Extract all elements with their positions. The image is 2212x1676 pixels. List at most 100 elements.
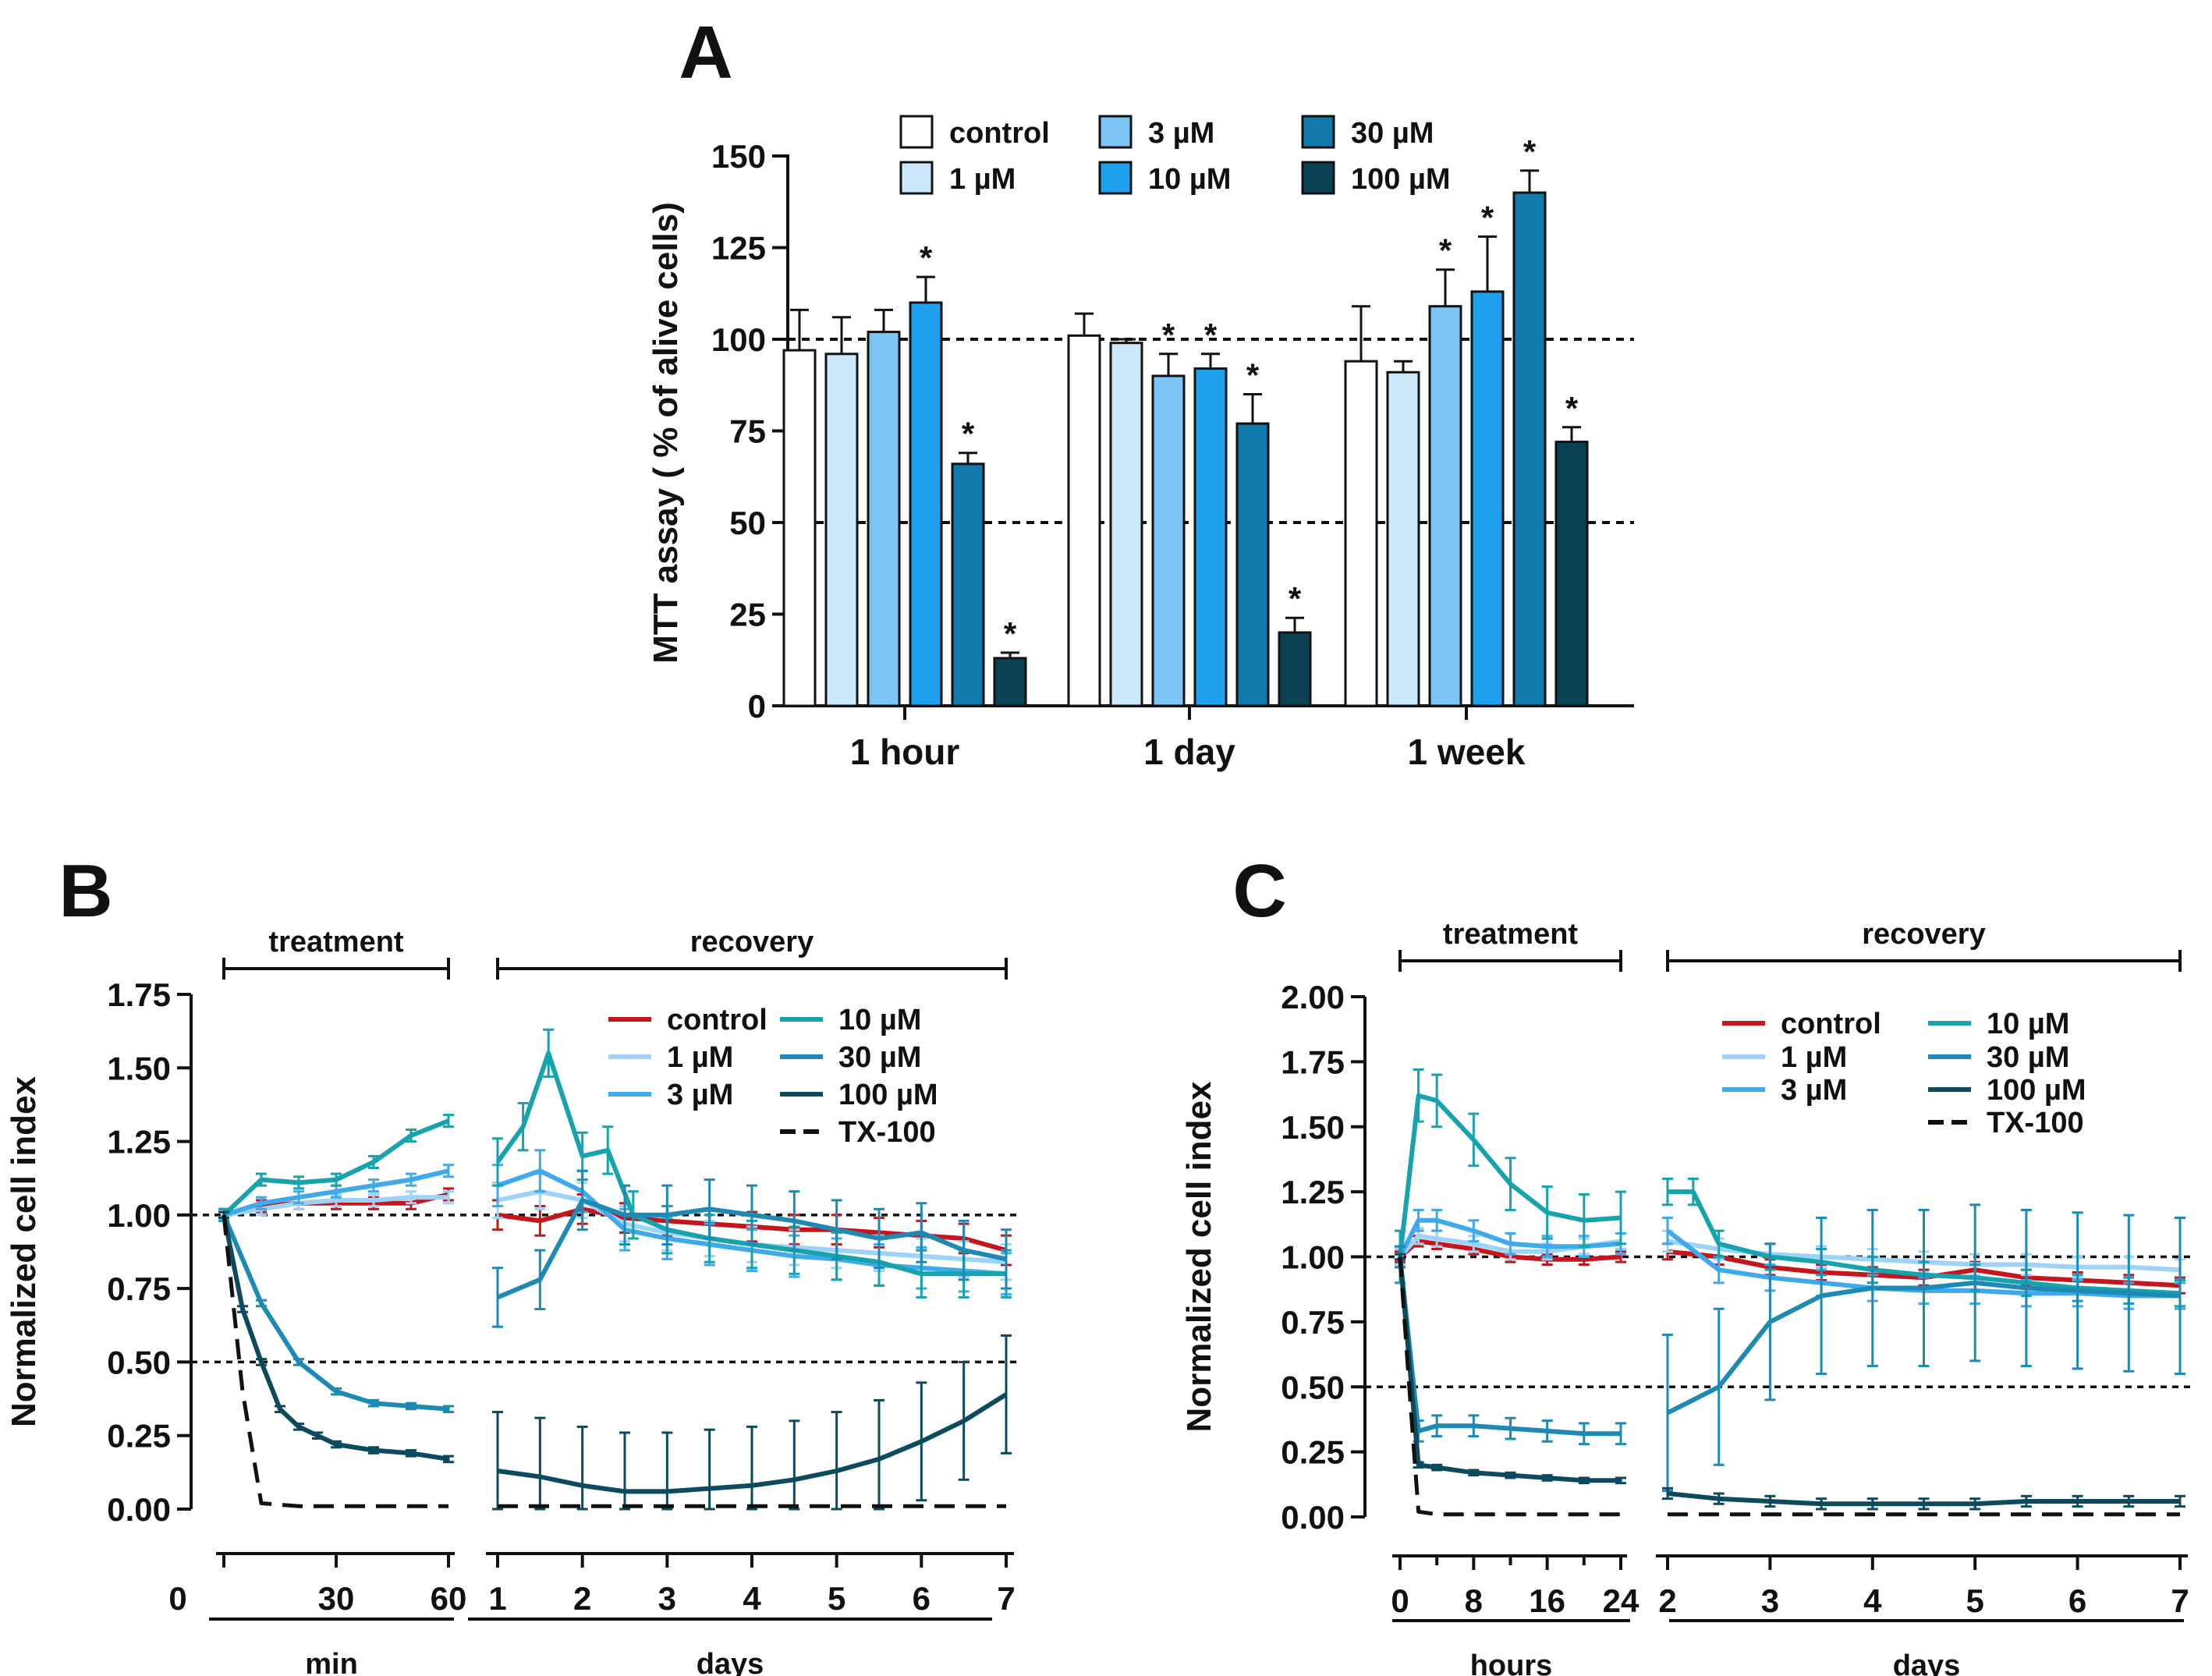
x-axis-label: min [305, 1648, 358, 1676]
legend-label: 30 µM [838, 1041, 921, 1074]
x-tick-label: 24 [1603, 1582, 1640, 1619]
y-tick-label: 0.75 [107, 1270, 171, 1307]
legend-label: TX-100 [838, 1116, 936, 1149]
x-tick-label: 7 [2171, 1582, 2189, 1619]
series-line [222, 1214, 449, 1462]
series-line [222, 1214, 449, 1412]
y-tick-label: 0.50 [1281, 1369, 1345, 1405]
significance-star: * [920, 239, 933, 276]
significance-star: * [1162, 317, 1175, 353]
panel-label-c: C [1232, 849, 1286, 933]
legend-label: 3 µM [1781, 1074, 1847, 1107]
significance-star: * [1565, 390, 1579, 427]
y-tick-label: 2.00 [1281, 979, 1345, 1015]
panel-a: A 0 25 50 75 100 125 150 MTT assay ( % of alive … [647, 11, 1634, 772]
significance-star: * [962, 416, 975, 452]
y-tick-label: 1.75 [107, 976, 171, 1013]
x-tick-label: 16 [1529, 1582, 1565, 1619]
bar [824, 353, 859, 707]
y-axis-label: Normalized cell index [5, 1076, 43, 1427]
series-line [1398, 1093, 1622, 1257]
y-tick-label: 0.00 [1281, 1499, 1345, 1536]
y-tick-label: 75 [729, 413, 766, 450]
phase-label: treatment [1443, 918, 1578, 951]
phase-label: recovery [690, 926, 814, 958]
x-tick-label: 7 [997, 1580, 1015, 1617]
phase-label: treatment [268, 926, 403, 958]
legend-swatch [1301, 161, 1335, 195]
bar [1109, 342, 1143, 707]
legend-swatch [1098, 115, 1133, 149]
y-tick-label: 0.00 [107, 1491, 171, 1528]
x-tick-label: 1 hour [850, 732, 960, 772]
bar [782, 349, 817, 707]
y-tick-label: 0.50 [107, 1344, 171, 1380]
x-tick-label: 5 [1966, 1582, 1984, 1619]
y-tick-label: 50 [729, 505, 766, 541]
significance-star: * [1204, 317, 1218, 353]
legend-swatch [1301, 115, 1335, 149]
legend-label: 10 µM [1987, 1008, 2069, 1040]
x-tick-label: 0 [1391, 1582, 1409, 1619]
bar [1344, 360, 1378, 707]
x-tick-label: 0 [168, 1580, 186, 1617]
legend-swatch [899, 161, 934, 195]
legend-label: 1 µM [1781, 1041, 1847, 1074]
x-tick-label: 4 [1863, 1582, 1882, 1619]
panel-label-a: A [679, 11, 732, 94]
y-tick-label: 1.00 [1281, 1239, 1345, 1276]
y-tick-label: 125 [711, 230, 766, 267]
significance-star: * [1246, 357, 1260, 394]
legend-swatch [899, 115, 934, 149]
significance-star: * [1439, 232, 1452, 269]
series-line [1398, 1256, 1621, 1437]
y-tick-label: 25 [729, 597, 766, 633]
y-tick-label: 100 [711, 321, 766, 358]
x-tick-label: 60 [431, 1580, 467, 1617]
legend-label: control [1781, 1008, 1881, 1040]
x-tick-label: 3 [658, 1580, 676, 1617]
bar [1386, 370, 1420, 707]
bar [1067, 334, 1101, 707]
bar [1512, 191, 1547, 707]
y-tick-label: 1.50 [107, 1050, 171, 1086]
legend-label: 100 µM [1987, 1074, 2086, 1107]
x-tick-label: 5 [828, 1580, 845, 1617]
x-tick-label: 1 week [1408, 732, 1526, 772]
bar [951, 462, 985, 707]
legend-label: 10 µM [1148, 163, 1231, 196]
panel-label-b: B [58, 849, 112, 933]
phase-label: recovery [1862, 918, 1985, 951]
series-line [222, 1214, 448, 1508]
series-line [1398, 1256, 1621, 1483]
x-tick-label: 6 [2068, 1582, 2086, 1619]
bar [1193, 367, 1228, 707]
y-tick-label: 1.25 [107, 1124, 171, 1160]
x-tick-label: 3 [1761, 1582, 1779, 1619]
x-axis-label: days [697, 1648, 764, 1676]
x-tick-label: 2 [1658, 1582, 1676, 1619]
significance-star: * [1289, 580, 1302, 617]
bar [1278, 631, 1312, 707]
y-tick-label: 1.75 [1281, 1044, 1345, 1080]
series-line [1398, 1256, 1621, 1517]
bar [909, 301, 943, 707]
x-tick-label: 30 [318, 1580, 355, 1617]
bar [1151, 374, 1186, 707]
x-tick-label: 2 [573, 1580, 591, 1617]
bar [1235, 422, 1270, 707]
y-tick-label: 0 [748, 688, 766, 725]
legend-label: 10 µM [838, 1004, 921, 1036]
x-tick-label: 1 [488, 1580, 506, 1617]
legend-label: 3 µM [667, 1079, 733, 1111]
significance-star: * [1004, 615, 1017, 652]
legend-label: 30 µM [1351, 117, 1434, 150]
y-tick-label: 0.25 [1281, 1434, 1345, 1471]
y-axis-label: Normalized cell index [1180, 1081, 1218, 1432]
x-tick-label: 6 [913, 1580, 931, 1617]
y-tick-label: 1.25 [1281, 1174, 1345, 1210]
bar [1554, 441, 1589, 707]
x-tick-label: 1 day [1143, 732, 1235, 772]
